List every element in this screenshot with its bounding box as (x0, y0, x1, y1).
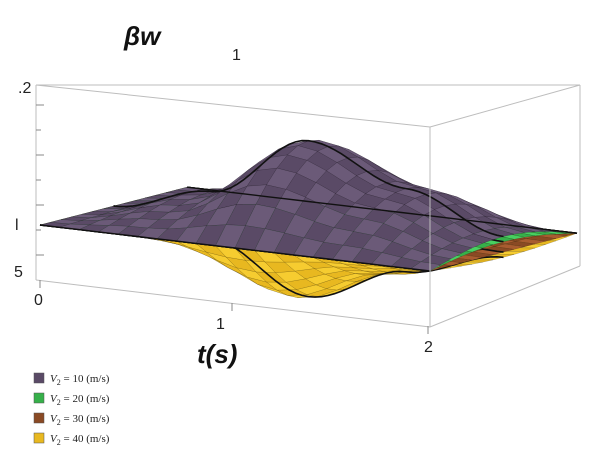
z-axis-ticks (36, 104, 44, 256)
surface-cell (451, 237, 484, 249)
surfaces-layer (39, 139, 578, 298)
surface-edge-line (186, 186, 578, 234)
legend-label: V2 = 30 (m/s) (50, 413, 110, 427)
x-tick-label: 0 (34, 292, 43, 309)
surface-series (39, 139, 578, 272)
surface-edge-line (39, 224, 431, 272)
x-axis-title: t(s) (197, 339, 237, 369)
legend-swatch (33, 372, 45, 384)
legend-swatch (33, 392, 45, 404)
x-tick-label: 2 (424, 339, 433, 356)
z-tick-label: .2 (18, 80, 31, 97)
z-axis-title: βw (123, 21, 162, 51)
legend-swatch (33, 412, 45, 424)
surface-cell (494, 243, 525, 250)
y-tick-label: 1 (232, 47, 241, 64)
surface-cell (462, 233, 494, 244)
surface-ridge-line (113, 139, 504, 238)
box-back-edges (35, 84, 581, 280)
legend: V2 = 10 (m/s) V2 = 20 (m/s) V2 = 30 (m/s) V… (33, 372, 110, 447)
legend-label: V2 = 10 (m/s) (50, 373, 110, 387)
legend-swatch (33, 432, 45, 444)
legend-label: V2 = 40 (m/s) (50, 433, 110, 447)
legend-label: V2 = 20 (m/s) (50, 393, 110, 407)
left-edge-mark: 5 (14, 264, 23, 281)
x-tick-label: 1 (216, 316, 225, 333)
x-axis-ticks (39, 280, 429, 334)
left-edge-mark: l (15, 217, 19, 234)
box-front-edges (35, 84, 581, 328)
